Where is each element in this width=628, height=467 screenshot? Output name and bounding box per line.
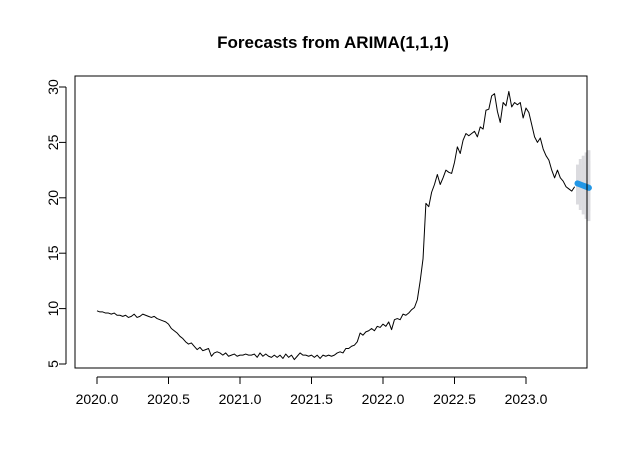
x-tick-label: 2022.5 [433,391,476,407]
plot-frame [74,75,588,369]
x-tick-label: 2021.5 [290,391,333,407]
series-layer [96,90,592,361]
y-tick-label: 10 [45,301,61,317]
x-axis: 2020.0 2020.5 2021.0 2021.5 2022.0 2022.5 2023… [76,376,548,407]
x-tick-label: 2022.0 [362,391,405,407]
x-tick-label: 2021.0 [219,391,262,407]
x-tick-label: 2020.0 [76,391,119,407]
chart-title: Forecasts from ARIMA(1,1,1) [217,33,449,52]
x-tick-label: 2020.5 [147,391,190,407]
observed-series-line [96,90,576,361]
y-tick-label: 5 [45,360,61,368]
x-tick-label: 2023.0 [505,391,548,407]
y-axis: 5 10 15 20 25 30 [45,79,67,368]
y-tick-label: 30 [45,79,61,95]
y-tick-label: 25 [45,134,61,150]
y-tick-label: 20 [45,190,61,206]
y-tick-label: 15 [45,245,61,261]
